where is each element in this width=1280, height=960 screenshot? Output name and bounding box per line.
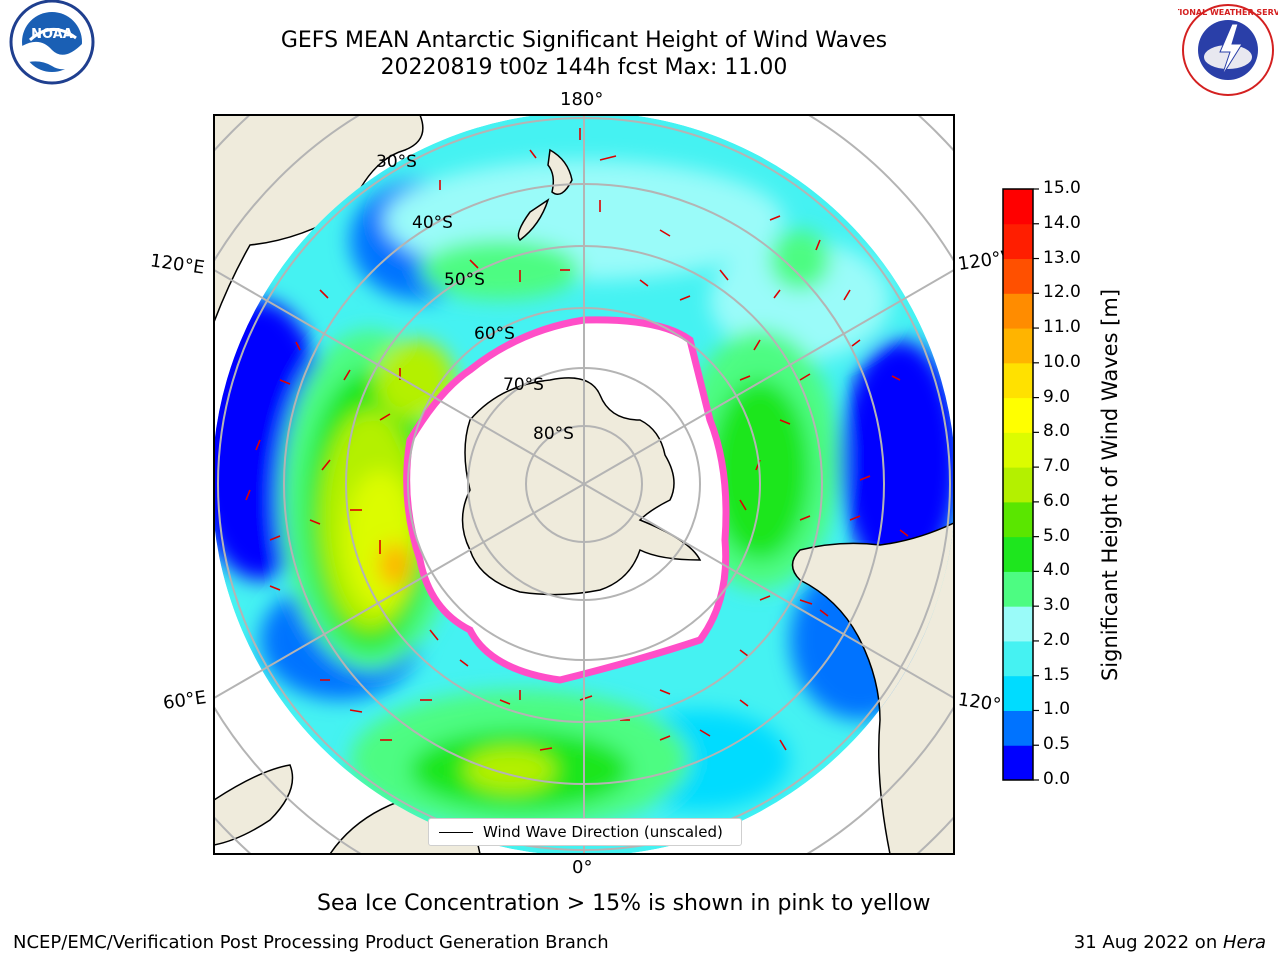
colorbar-swatch: [1003, 432, 1033, 468]
colorbar-swatch: [1003, 710, 1033, 746]
colorbar-tick-label: 4.0: [1043, 560, 1071, 581]
new-zealand-land: [547, 148, 573, 195]
lat-label-40s: 40°S: [412, 213, 453, 233]
colorbar-swatch: [1003, 223, 1033, 260]
map-legend: Wind Wave Direction (unscaled): [428, 818, 742, 846]
colorbar-tick-label: 11.0: [1043, 317, 1081, 338]
map-frame: [213, 114, 955, 855]
footer-left: NCEP/EMC/Verification Post Processing Pr…: [13, 932, 609, 953]
footer-machine: Hera: [1222, 932, 1266, 953]
legend-line-icon: [439, 831, 473, 833]
colorbar-tick-label: 1.5: [1043, 664, 1071, 685]
graticule: [214, 115, 954, 854]
footer-date: 31 Aug 2022 on: [1073, 932, 1223, 953]
colorbar-tick-label: 0.5: [1043, 734, 1071, 755]
sea-ice-caption: Sea Ice Concentration > 15% is shown in …: [317, 891, 931, 916]
colorbar-tick-label: 13.0: [1043, 247, 1081, 268]
colorbar-swatch: [1003, 362, 1033, 399]
chart-title-line2: 20220819 t00z 144h fcst Max: 11.00: [380, 55, 788, 80]
footer-right: 31 Aug 2022 on Hera: [1074, 932, 1266, 953]
colorbar-swatch: [1003, 571, 1033, 607]
lon-label-0: 0°: [572, 857, 593, 878]
noaa-logo-text: NOAA: [31, 27, 73, 42]
lon-label-180: 180°: [560, 89, 604, 110]
chart-title-line1: GEFS MEAN Antarctic Significant Height o…: [280, 28, 888, 53]
colorbar-tick-label: 15.0: [1043, 178, 1081, 198]
colorbar-swatch: [1003, 606, 1033, 642]
colorbar-swatch: [1003, 467, 1033, 503]
colorbar-tick-label: 5.0: [1043, 525, 1071, 546]
colorbar-swatch: [1003, 501, 1033, 538]
colorbar-swatch: [1003, 536, 1033, 572]
lat-label-80s: 80°S: [533, 424, 574, 444]
colorbar-tick-label: 1.0: [1043, 699, 1071, 720]
colorbar-tick-label: 10.0: [1043, 351, 1081, 372]
colorbar-swatch: [1003, 745, 1033, 781]
colorbar-tick-label: 9.0: [1043, 386, 1071, 407]
nws-logo-text: NATIONAL WEATHER SERVICE: [1178, 8, 1278, 17]
legend-label: Wind Wave Direction (unscaled): [483, 823, 723, 841]
colorbar-tick-label: 14.0: [1043, 212, 1081, 233]
colorbar-swatch: [1003, 640, 1033, 677]
colorbar-swatch: [1003, 675, 1033, 711]
colorbar-swatch: [1003, 189, 1033, 225]
colorbar-swatch: [1003, 258, 1033, 294]
colorbar-swatch: [1003, 397, 1033, 433]
colorbar-tick-label: 2.0: [1043, 629, 1071, 650]
lat-label-60s: 60°S: [474, 324, 515, 344]
wind-arrows: [245, 128, 909, 751]
colorbar-label: Significant Height of Wind Waves [m]: [1098, 288, 1122, 682]
colorbar-tick-label: 3.0: [1043, 595, 1071, 616]
nws-logo: NATIONAL WEATHER SERVICE: [1178, 4, 1278, 96]
colorbar-tick-label: 7.0: [1043, 456, 1071, 477]
colorbar-tick-label: 12.0: [1043, 282, 1081, 303]
colorbar-tick-label: 0.0: [1043, 769, 1071, 789]
colorbar-tick-label: 6.0: [1043, 490, 1071, 511]
colorbar-tick-label: 8.0: [1043, 421, 1071, 442]
lat-label-30s: 30°S: [376, 152, 417, 172]
colorbar-swatch: [1003, 328, 1033, 364]
lat-label-70s: 70°S: [503, 375, 544, 395]
lat-label-50s: 50°S: [444, 270, 485, 290]
colorbar-swatch: [1003, 293, 1033, 329]
noaa-logo: NOAA: [9, 0, 95, 85]
